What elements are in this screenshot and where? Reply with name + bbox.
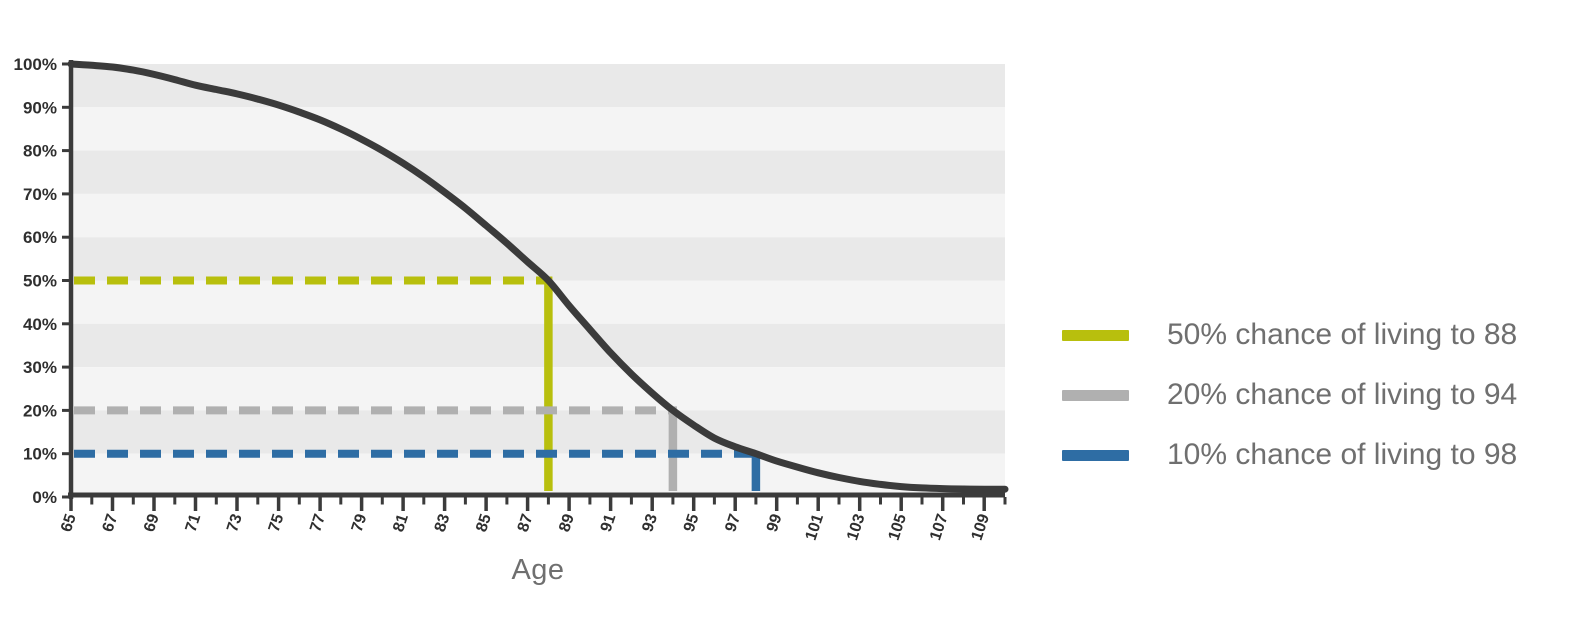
x-tick-label: 89	[556, 512, 578, 534]
x-tick-label: 75	[266, 512, 288, 534]
y-tick-label: 10%	[23, 445, 57, 464]
legend-label-20pct: 20% chance of living to 94	[1167, 378, 1518, 411]
x-tick-label: 67	[100, 512, 122, 534]
x-tick-label: 69	[141, 512, 163, 534]
legend-item-50pct: 50% chance of living to 88	[1062, 318, 1518, 351]
x-tick-label: 83	[432, 512, 454, 534]
legend-swatch-20pct-icon	[1062, 389, 1129, 401]
legend-label-50pct: 50% chance of living to 88	[1167, 318, 1518, 351]
y-tick-label: 90%	[23, 98, 57, 117]
x-tick-label: 103	[844, 512, 868, 543]
grid-band	[71, 193, 1005, 238]
survival-curve	[67, 60, 1009, 493]
x-tick-label: 109	[969, 512, 993, 543]
x-tick-label: 107	[927, 512, 951, 543]
grid-band	[71, 410, 1005, 454]
x-tick-label: 101	[803, 512, 827, 543]
legend-item-20pct: 20% chance of living to 94	[1062, 378, 1518, 411]
y-tick-label: 70%	[23, 185, 57, 204]
y-tick-label: 80%	[23, 142, 57, 161]
grid-band	[71, 280, 1005, 324]
grid-band	[71, 323, 1005, 368]
x-tick-label: 105	[886, 512, 910, 543]
y-tick-label: 100%	[14, 55, 57, 74]
grid-band	[71, 367, 1005, 411]
x-tick-label: 95	[681, 512, 703, 534]
grid-band	[71, 64, 1005, 108]
x-tick-label: 71	[183, 512, 205, 534]
x-tick-label: 85	[473, 512, 495, 534]
x-tick-label: 77	[307, 512, 329, 534]
x-tick-label: 65	[58, 512, 80, 534]
legend-item-10pct: 10% chance of living to 98	[1062, 438, 1518, 471]
grid-band	[71, 453, 1005, 497]
x-tick-label: 81	[390, 512, 412, 534]
x-tick-label: 87	[515, 512, 537, 534]
legend-swatch-10pct-icon	[1062, 449, 1129, 461]
x-axis-title: Age	[511, 554, 565, 586]
y-tick-label: 30%	[23, 358, 57, 377]
y-tick-label: 60%	[23, 228, 57, 247]
x-tick-label: 79	[349, 512, 371, 534]
y-tick-label: 20%	[23, 401, 57, 420]
survival-chart-plot: 0% 10% 20% 30% 40% 50% 60% 70% 80% 90% 100% 65 67 69 7…	[14, 55, 1009, 543]
y-tick-label: 50%	[23, 272, 57, 291]
x-tick-label: 73	[224, 512, 246, 534]
legend: 50% chance of living to 88 20% chance of…	[1062, 318, 1518, 500]
grid-band	[71, 107, 1005, 151]
x-tick-label: 99	[764, 512, 786, 534]
y-tick-label: 40%	[23, 315, 57, 334]
x-tick-label: 93	[639, 512, 661, 534]
x-tick-label: 91	[598, 512, 620, 534]
grid-band	[71, 150, 1005, 194]
legend-swatch-50pct-icon	[1062, 329, 1129, 341]
legend-label-10pct: 10% chance of living to 98	[1167, 438, 1518, 471]
x-tick-label: 97	[722, 512, 744, 534]
y-tick-label: 0%	[32, 488, 57, 507]
